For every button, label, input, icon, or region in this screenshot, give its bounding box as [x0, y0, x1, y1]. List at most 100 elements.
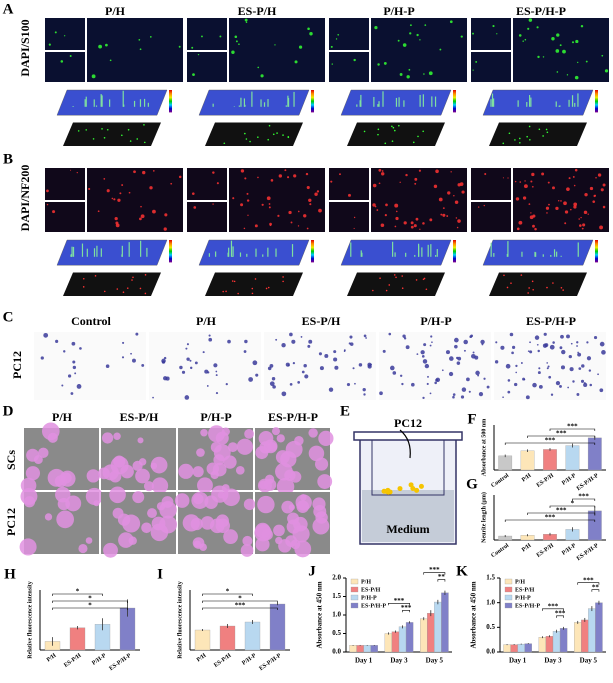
label: H [4, 566, 16, 582]
image-spot [589, 186, 594, 191]
image-spot [442, 207, 445, 210]
image-spot [424, 24, 427, 26]
image-spot [138, 458, 147, 466]
image-spot [289, 332, 293, 337]
x-tick-label: ES-P/H-P [576, 543, 600, 562]
projection [205, 272, 303, 296]
image-spot [492, 24, 495, 28]
image-spot [91, 74, 96, 79]
image-spot [573, 202, 578, 207]
image-tile [329, 18, 369, 50]
image-spot [531, 185, 534, 188]
image-spot [275, 536, 283, 545]
image-spot [271, 427, 280, 436]
image-spot [121, 184, 124, 187]
bar [581, 619, 589, 653]
image-spot [252, 360, 258, 366]
label: Day 3 [390, 657, 408, 665]
image-spot [597, 173, 602, 177]
image-spot [582, 223, 586, 227]
image-tile [471, 52, 511, 82]
label: A [3, 1, 14, 17]
bar [545, 636, 554, 653]
image-tile [513, 18, 609, 82]
projection-spot [392, 126, 395, 129]
image-spot [564, 222, 567, 225]
image-tile [513, 168, 609, 232]
image-spot [447, 191, 451, 195]
projection-spot [532, 288, 534, 291]
legend-swatch [504, 586, 513, 593]
image-spot [278, 174, 282, 178]
image-spot [288, 210, 292, 215]
image-spot [193, 206, 197, 209]
significance-bracket [527, 435, 596, 438]
label: ** [438, 573, 446, 581]
label: *** [545, 437, 556, 445]
image-spot [509, 332, 514, 337]
image-spot [548, 203, 550, 206]
image-spot [232, 197, 235, 200]
image-spot [133, 170, 136, 174]
projection-spot [391, 125, 393, 128]
image-spot [314, 192, 318, 196]
image-tile [471, 202, 511, 232]
image-spot [25, 466, 41, 481]
projection-spot [388, 284, 391, 286]
projection-spot [417, 135, 419, 138]
image-spot [70, 169, 72, 171]
image-spot [297, 225, 300, 227]
image-spot [514, 180, 517, 183]
projection-spot [103, 136, 106, 139]
bar [517, 643, 525, 653]
image-spot [555, 380, 561, 386]
label: ** [592, 583, 600, 591]
image-spot [297, 210, 300, 213]
image-tile [371, 168, 467, 232]
image-spot [439, 48, 442, 51]
image-spot [468, 390, 471, 393]
image-spot [454, 344, 458, 349]
image-spot [309, 32, 313, 36]
image-spot [189, 366, 193, 370]
image-spot [423, 343, 427, 347]
projection-spot [391, 140, 394, 142]
image-tile [187, 168, 227, 200]
image-spot [362, 387, 366, 392]
label: Absorbance at 450 nm [316, 581, 324, 648]
y-tick-label: 0.0 [486, 648, 495, 656]
image-spot [528, 18, 533, 22]
bar [69, 627, 86, 651]
legend-swatch [504, 602, 513, 609]
image-spot [551, 37, 555, 41]
image-spot [141, 522, 152, 534]
image-spot [260, 74, 264, 78]
image-spot [248, 377, 254, 382]
label: Control [71, 314, 111, 328]
image-spot [159, 515, 177, 534]
image-spot [595, 176, 597, 179]
label: Day 3 [544, 657, 562, 665]
image-spot [231, 50, 235, 54]
image-spot [139, 217, 142, 221]
colorbar [595, 90, 598, 113]
image-spot [141, 363, 145, 367]
image-spot [174, 493, 190, 508]
image-spot [388, 332, 392, 336]
image-spot [255, 522, 271, 539]
label: Relative fluorescence intensity [177, 581, 183, 659]
image-spot [257, 66, 260, 69]
image-spot [429, 392, 432, 395]
legend-label: ES-P/H-P [361, 603, 386, 609]
label: P/H [52, 410, 73, 424]
label: B [3, 151, 13, 167]
image-spot [209, 518, 225, 534]
image-spot [200, 428, 208, 437]
image-spot [281, 391, 287, 397]
image-spot [247, 214, 249, 216]
image-spot [581, 364, 585, 368]
image-spot [334, 365, 339, 370]
projection-spot [415, 279, 418, 281]
image-spot [56, 510, 75, 529]
image-spot [291, 339, 296, 344]
